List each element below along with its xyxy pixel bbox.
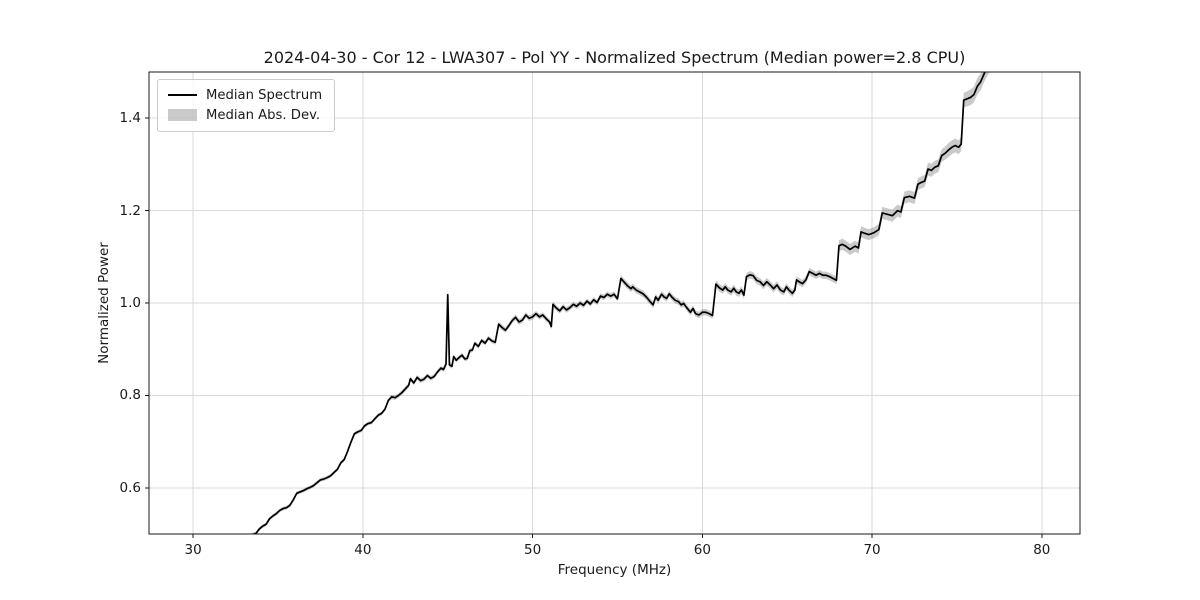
x-tick-label: 60: [693, 542, 711, 558]
legend-item: Median Spectrum: [168, 85, 324, 105]
legend-item-label: Median Spectrum: [206, 87, 323, 103]
x-tick-label: 50: [524, 542, 542, 558]
x-tick-label: 40: [354, 542, 372, 558]
x-tick-label: 30: [184, 542, 202, 558]
legend-item-label: Median Abs. Dev.: [206, 107, 321, 123]
y-tick-label: 1.2: [119, 202, 141, 219]
x-tick-label: 70: [863, 542, 881, 558]
median-abs-dev-patch-swatch-icon: [168, 109, 197, 121]
y-tick-label: 0.8: [119, 387, 141, 404]
median-spectrum-line: [251, 72, 986, 534]
legend-box: Median Spectrum Median Abs. Dev.: [157, 79, 335, 132]
chart-title: 2024-04-30 - Cor 12 - LWA307 - Pol YY - …: [263, 48, 966, 67]
y-tick-label: 1.4: [119, 110, 141, 127]
median-spectrum-line-swatch-icon: [168, 94, 197, 96]
x-tick-label: 80: [1033, 542, 1051, 558]
mad-band: [250, 72, 990, 534]
legend-item: Median Abs. Dev.: [168, 105, 324, 125]
y-tick-label: 1.0: [119, 295, 141, 311]
x-axis-label: Frequency (MHz): [557, 562, 672, 578]
y-tick-label: 0.6: [119, 479, 141, 496]
